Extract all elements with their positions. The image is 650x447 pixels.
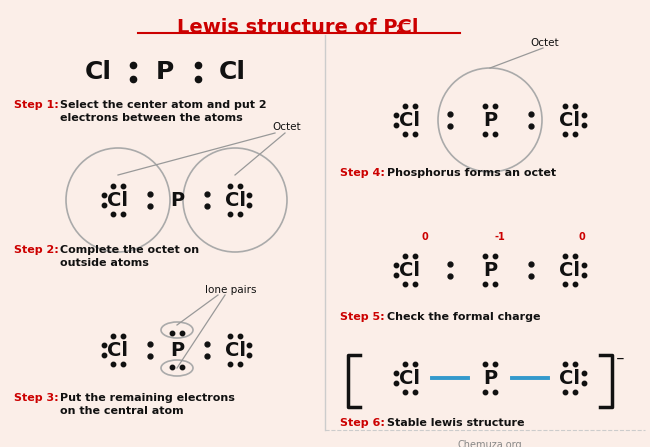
Text: Cl: Cl <box>84 60 112 84</box>
Text: Cl: Cl <box>107 190 129 210</box>
Text: Cl: Cl <box>218 60 246 84</box>
Text: Cl: Cl <box>400 261 421 279</box>
Text: ⁻: ⁻ <box>616 353 625 371</box>
Text: Cl: Cl <box>560 261 580 279</box>
Text: Lewis structure of PCl: Lewis structure of PCl <box>177 18 419 37</box>
Text: outside atoms: outside atoms <box>60 258 149 268</box>
Text: Select the center atom and put 2: Select the center atom and put 2 <box>60 100 266 110</box>
Text: Step 4:: Step 4: <box>340 168 385 178</box>
Text: 0: 0 <box>578 232 586 242</box>
Text: Step 6:: Step 6: <box>340 418 385 428</box>
Text: Cl: Cl <box>400 110 421 130</box>
Text: electrons between the atoms: electrons between the atoms <box>60 113 242 123</box>
Text: Cl: Cl <box>560 110 580 130</box>
Text: Complete the octet on: Complete the octet on <box>60 245 199 255</box>
Text: P: P <box>483 261 497 279</box>
Text: Stable lewis structure: Stable lewis structure <box>387 418 525 428</box>
Text: Put the remaining electrons: Put the remaining electrons <box>60 393 235 403</box>
Text: Chemuza.org: Chemuza.org <box>458 440 523 447</box>
Text: Cl: Cl <box>560 368 580 388</box>
Text: P: P <box>483 368 497 388</box>
Text: ₂⁻: ₂⁻ <box>395 18 411 36</box>
Text: P: P <box>483 110 497 130</box>
Text: Cl: Cl <box>224 190 246 210</box>
Text: Step 1:: Step 1: <box>14 100 58 110</box>
Text: Check the formal charge: Check the formal charge <box>387 312 541 322</box>
Text: P: P <box>170 341 184 359</box>
Text: Octet: Octet <box>272 122 300 132</box>
Text: Phosphorus forms an octet: Phosphorus forms an octet <box>387 168 556 178</box>
Text: P: P <box>170 190 184 210</box>
Text: Cl: Cl <box>224 341 246 359</box>
Text: -1: -1 <box>495 232 506 242</box>
Text: P: P <box>156 60 174 84</box>
Text: Cl: Cl <box>107 341 129 359</box>
Text: 0: 0 <box>422 232 428 242</box>
Text: Step 5:: Step 5: <box>340 312 385 322</box>
Text: Octet: Octet <box>530 38 558 48</box>
Text: Step 3:: Step 3: <box>14 393 58 403</box>
Text: Step 2:: Step 2: <box>14 245 58 255</box>
Text: Cl: Cl <box>400 368 421 388</box>
Text: lone pairs: lone pairs <box>205 285 257 295</box>
Text: on the central atom: on the central atom <box>60 406 183 416</box>
